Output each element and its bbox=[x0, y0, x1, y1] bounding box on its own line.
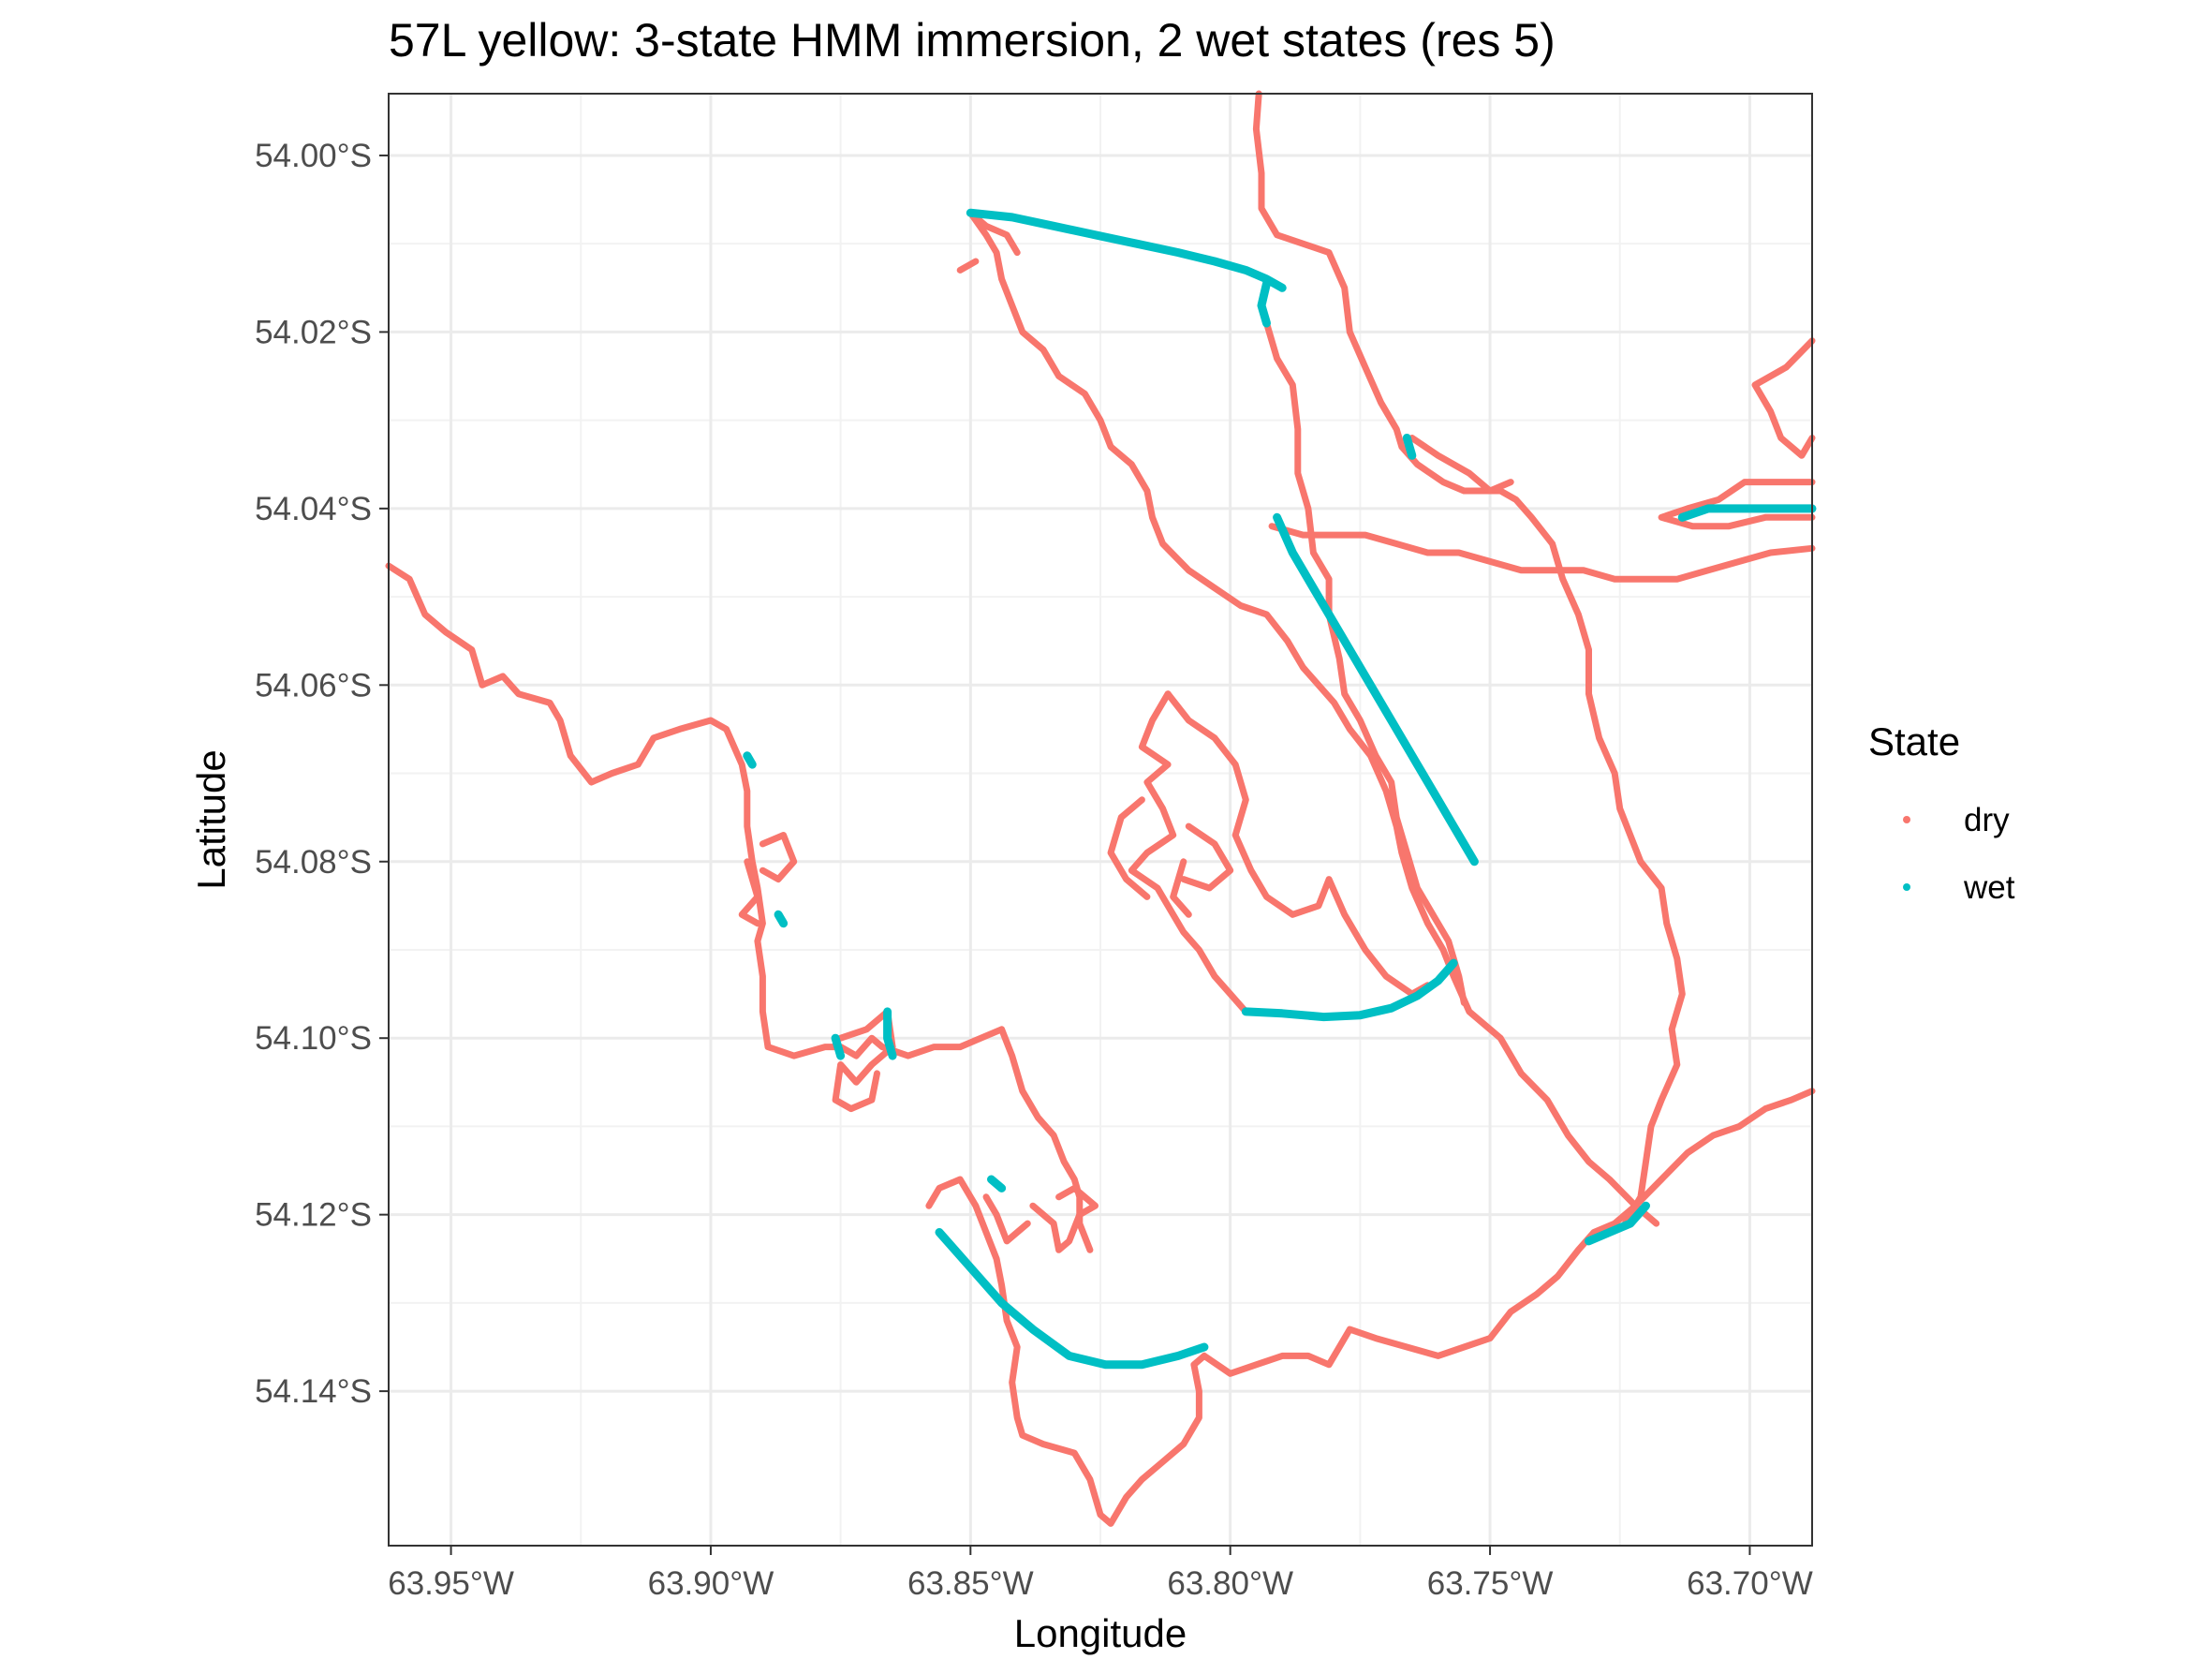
wet-track bbox=[1677, 504, 1817, 522]
wet-track bbox=[1257, 279, 1271, 328]
dry-track bbox=[738, 858, 761, 927]
x-tick-label: 63.75°W bbox=[1427, 1565, 1554, 1602]
wet-track bbox=[743, 751, 757, 769]
x-tick-label: 63.90°W bbox=[648, 1565, 774, 1602]
dry-track bbox=[1751, 337, 1816, 459]
panel-border bbox=[388, 93, 1813, 1547]
plot-tracks bbox=[385, 90, 1817, 1527]
dry-track bbox=[1268, 523, 1816, 583]
wet-track bbox=[831, 1033, 846, 1060]
y-tick-label: 54.00°S bbox=[255, 138, 372, 174]
dry-track bbox=[1029, 1184, 1099, 1253]
dry-track bbox=[1180, 822, 1234, 892]
wet-track bbox=[1402, 434, 1417, 460]
legend-label-dry: dry bbox=[1964, 802, 2010, 838]
wet-track bbox=[966, 208, 1287, 292]
y-tick-label: 54.02°S bbox=[255, 314, 372, 350]
wet-track bbox=[1241, 958, 1458, 1022]
legend: State dry wet bbox=[1868, 719, 2015, 906]
dry-track bbox=[385, 562, 1094, 1253]
dry-track bbox=[759, 832, 798, 883]
dry-track bbox=[966, 209, 1021, 257]
wet-track bbox=[1585, 1201, 1650, 1246]
legend-entries: dry wet bbox=[1903, 802, 2015, 906]
wet-track bbox=[935, 1228, 1209, 1370]
wet-track bbox=[1273, 512, 1479, 867]
dry-track bbox=[925, 1088, 1816, 1527]
dry-track bbox=[982, 1193, 1031, 1245]
y-axis-title: Latitude bbox=[189, 749, 233, 889]
y-tick-label: 54.06°S bbox=[255, 667, 372, 704]
x-tick-label: 63.80°W bbox=[1167, 1565, 1293, 1602]
x-tick-label: 63.70°W bbox=[1687, 1565, 1813, 1602]
y-tick-label: 54.08°S bbox=[255, 844, 372, 881]
legend-key-dry bbox=[1903, 816, 1910, 823]
dry-track bbox=[1164, 690, 1431, 998]
dry-track bbox=[1252, 90, 1686, 1227]
x-axis-title: Longitude bbox=[1014, 1611, 1187, 1655]
dry-track bbox=[1107, 796, 1151, 900]
wet-track bbox=[987, 1175, 1007, 1192]
y-tick-label: 54.14°S bbox=[255, 1373, 372, 1410]
x-tick-label: 63.95°W bbox=[388, 1565, 514, 1602]
dry-track bbox=[1170, 858, 1192, 918]
grid-lines bbox=[389, 94, 1812, 1546]
wet-track bbox=[774, 910, 789, 928]
dry-track bbox=[956, 258, 980, 274]
legend-title: State bbox=[1868, 719, 1960, 763]
series-dry bbox=[385, 90, 1816, 1527]
y-tick-label: 54.12°S bbox=[255, 1197, 372, 1234]
dry-track bbox=[1658, 479, 1816, 530]
legend-key-wet bbox=[1903, 883, 1910, 891]
dry-track bbox=[1128, 690, 1249, 1015]
axis-ticks: 63.95°W 63.90°W 63.85°W 63.80°W 63.75°W 63.70… bbox=[255, 138, 1813, 1602]
series-wet bbox=[743, 208, 1817, 1370]
y-tick-label: 54.04°S bbox=[255, 491, 372, 527]
dry-track bbox=[966, 209, 1660, 1227]
x-tick-label: 63.85°W bbox=[907, 1565, 1034, 1602]
wet-track bbox=[883, 1007, 897, 1060]
legend-label-wet: wet bbox=[1963, 869, 2015, 906]
dry-track bbox=[832, 1008, 896, 1113]
dry-track bbox=[1408, 435, 1514, 495]
y-tick-label: 54.10°S bbox=[255, 1020, 372, 1057]
dry-track bbox=[1263, 319, 1467, 1006]
chart-title: 57L yellow: 3-state HMM immersion, 2 wet… bbox=[389, 14, 1556, 67]
